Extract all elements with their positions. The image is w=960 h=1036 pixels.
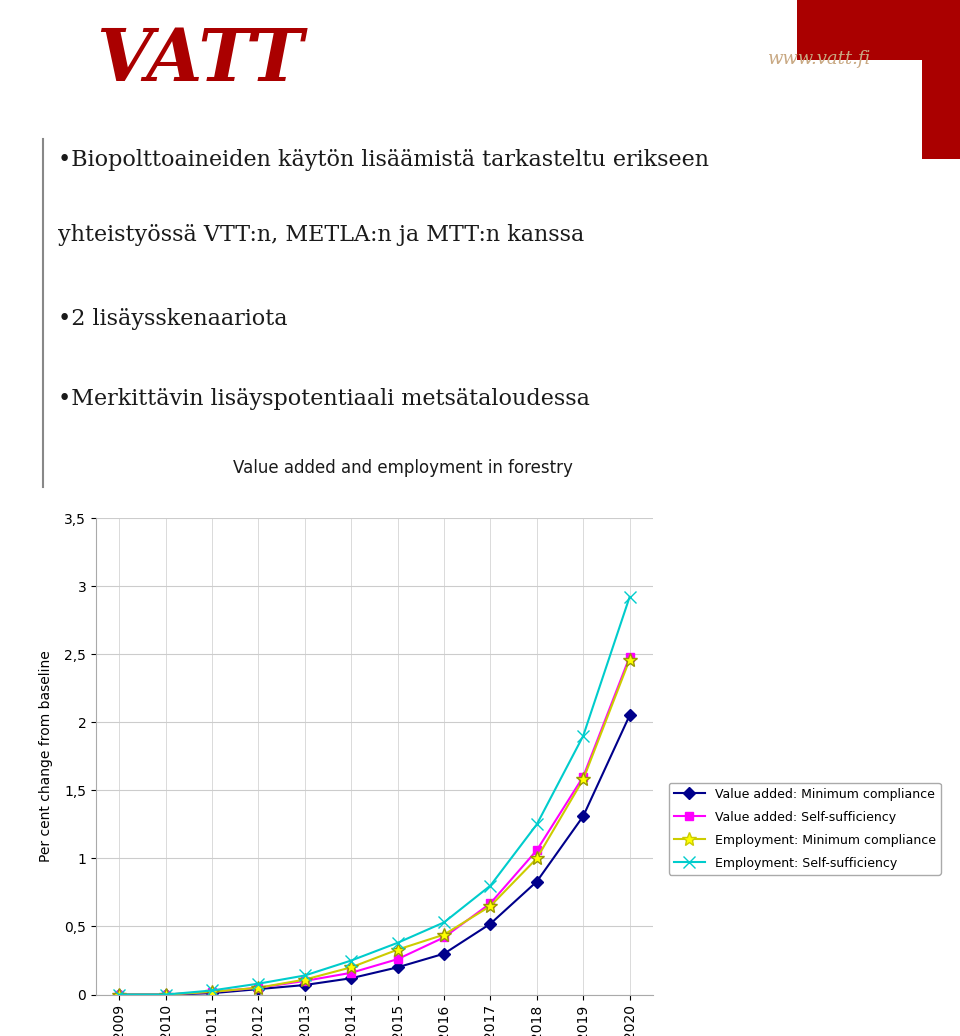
- Text: yhteistyössä VTT:n, METLA:n ja MTT:n kanssa: yhteistyössä VTT:n, METLA:n ja MTT:n kan…: [58, 224, 584, 246]
- Y-axis label: Per cent change from baseline: Per cent change from baseline: [39, 651, 53, 862]
- Text: VATT: VATT: [96, 25, 303, 96]
- Text: Value added and employment in forestry: Value added and employment in forestry: [233, 459, 573, 478]
- Legend: Value added: Minimum compliance, Value added: Self-sufficiency, Employment: Mini: Value added: Minimum compliance, Value a…: [669, 783, 941, 874]
- Text: •2 lisäysskenaariota: •2 lisäysskenaariota: [58, 309, 287, 330]
- Text: www.vatt.fi: www.vatt.fi: [768, 50, 872, 67]
- Text: •Merkittävin lisäyspotentiaali metsätaloudessa: •Merkittävin lisäyspotentiaali metsätalo…: [58, 387, 589, 410]
- Text: •Biopolttoaineiden käytön lisäämistä tarkasteltu erikseen: •Biopolttoaineiden käytön lisäämistä tar…: [58, 149, 708, 171]
- Polygon shape: [797, 0, 960, 160]
